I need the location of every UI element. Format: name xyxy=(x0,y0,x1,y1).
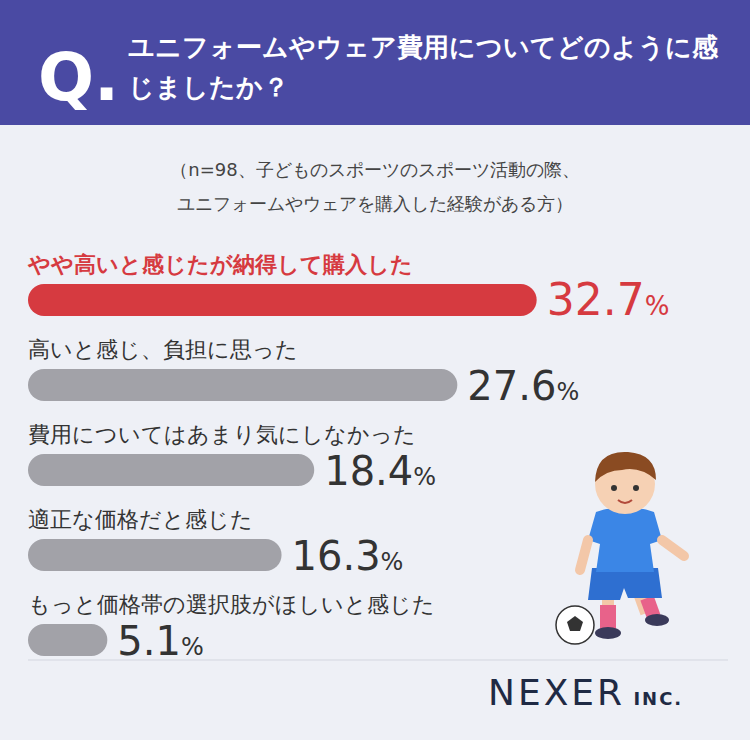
value-number: 18.4 xyxy=(324,448,413,494)
source: NEXER INC. xyxy=(488,672,683,713)
header xyxy=(0,0,750,125)
value-label: 5.1% xyxy=(117,618,203,664)
bars xyxy=(28,284,537,656)
question-label: Q. xyxy=(38,39,119,116)
value-label: 32.7% xyxy=(547,274,670,325)
axis-line xyxy=(28,660,728,661)
chart: Q.ユニフォームやウェア費用についてどのように感じましたか？（n=98、子どもの… xyxy=(0,0,750,740)
category-label: 費用についてはあまり気にしなかった xyxy=(28,422,416,447)
value-unit: % xyxy=(645,291,670,321)
value-number: 32.7 xyxy=(547,274,645,325)
value-unit: % xyxy=(556,378,579,406)
eye xyxy=(611,485,617,491)
value-number: 27.6 xyxy=(467,363,556,409)
shoe xyxy=(595,627,621,639)
subtitle: （n=98、子どものスポーツのスポーツ活動の際、ユニフォームやウェアを購入した経… xyxy=(170,159,579,214)
value-unit: % xyxy=(181,633,204,661)
subtitle-line: （n=98、子どものスポーツのスポーツ活動の際、 xyxy=(170,159,579,180)
source-main: NEXER xyxy=(488,672,625,713)
bar xyxy=(28,454,314,486)
value-label: 27.6% xyxy=(467,363,579,409)
shoe xyxy=(645,614,669,626)
shirt xyxy=(588,507,662,572)
title-line: じましたか？ xyxy=(128,72,289,102)
title-line: ユニフォームやウェア費用についてどのように感 xyxy=(128,32,719,62)
eye xyxy=(633,485,639,491)
subtitle-line: ユニフォームやウェアを購入した経験がある方） xyxy=(177,193,573,214)
value-unit: % xyxy=(413,463,436,491)
category-label: もっと価格帯の選択肢がほしいと感じた xyxy=(28,592,435,617)
category-label: やや高いと感じたが納得して購入した xyxy=(27,252,413,277)
category-label: 高いと感じ、負担に思った xyxy=(28,337,298,362)
bar xyxy=(28,284,537,316)
bar xyxy=(28,624,107,656)
value-label: 18.4% xyxy=(324,448,436,494)
sock xyxy=(600,605,616,629)
arm xyxy=(580,540,588,570)
value-number: 5.1 xyxy=(117,618,181,664)
labels: やや高いと感じたが納得して購入した 32.7% 高いと感じ、負担に思った 27.6% 費… xyxy=(27,252,669,664)
source-rest: INC. xyxy=(625,688,683,709)
bar xyxy=(28,369,457,401)
title: ユニフォームやウェア費用についてどのように感じましたか？ xyxy=(128,32,719,102)
background xyxy=(0,0,750,740)
illustration xyxy=(556,452,684,644)
shorts xyxy=(588,568,662,600)
hair xyxy=(595,452,656,482)
bar xyxy=(28,539,282,571)
page: {"chart_data": { "type": "bar", "orienta… xyxy=(0,0,750,740)
ball xyxy=(556,606,594,644)
mouth xyxy=(618,500,632,503)
value-label: 16.3% xyxy=(292,533,404,579)
ball-patch xyxy=(567,616,583,631)
value-number: 16.3 xyxy=(292,533,381,579)
category-label: 適正な価格だと感じた xyxy=(28,507,253,532)
arm xyxy=(662,540,684,556)
value-unit: % xyxy=(381,548,404,576)
